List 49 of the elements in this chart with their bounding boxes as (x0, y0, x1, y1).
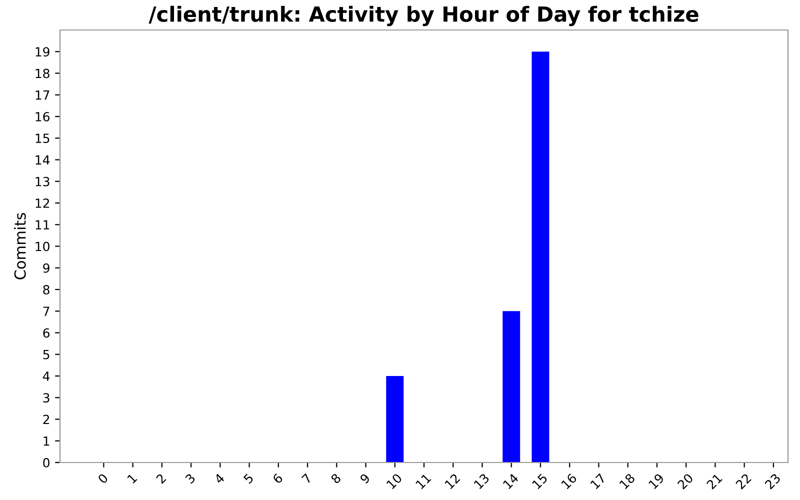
x-tick-label: 21 (706, 473, 722, 490)
x-tick-label: 4 (214, 472, 225, 484)
x-tick-label: 23 (764, 473, 781, 490)
y-tick-label: 15 (36, 134, 50, 144)
x-tick-label: 16 (560, 472, 578, 490)
x-tick-label: 22 (735, 473, 752, 490)
x-tick-label: 10 (386, 472, 402, 490)
chart-title: /client/trunk: Activity by Hour of Day for tchize (148, 6, 698, 26)
x-tick-label: 12 (444, 473, 460, 490)
x-tick-label: 7 (301, 473, 312, 484)
x-tick-label: 14 (502, 472, 519, 490)
x-tick-label: 11 (415, 473, 432, 490)
y-tick-label: 11 (36, 220, 50, 230)
y-tick-label: 4 (42, 372, 50, 381)
y-tick-label: 7 (43, 306, 50, 316)
y-tick-label: 9 (43, 263, 50, 273)
bar (502, 311, 520, 462)
x-tick-label: 0 (97, 472, 108, 484)
y-tick-label: 2 (43, 414, 50, 424)
bar (532, 52, 550, 462)
y-tick-label: 10 (36, 242, 50, 252)
y-tick-label: 3 (43, 393, 50, 403)
x-tick-label: 20 (676, 472, 694, 490)
x-tick-label: 3 (184, 473, 196, 484)
y-tick-label: 6 (43, 328, 50, 338)
y-tick-label: 19 (36, 47, 50, 57)
x-tick-label: 8 (330, 472, 342, 484)
x-tick-label: 2 (156, 473, 166, 484)
x-tick-label: 1 (126, 473, 138, 484)
y-axis-title: Commits (14, 213, 26, 280)
x-tick-label: 9 (359, 473, 371, 484)
x-tick-label: 17 (590, 473, 606, 490)
y-tick-label: 14 (36, 155, 50, 164)
x-tick-label: 5 (243, 473, 254, 484)
x-tick-label: 15 (532, 473, 548, 490)
x-tick-label: 19 (648, 473, 665, 490)
x-tick-label: 13 (473, 473, 490, 490)
y-tick-label: 0 (43, 458, 50, 468)
x-tick-label: 18 (619, 472, 636, 490)
y-tick-label: 18 (36, 68, 50, 78)
y-tick-label: 13 (36, 176, 50, 186)
y-tick-label: 8 (43, 284, 50, 294)
bar (386, 376, 404, 462)
y-tick-label: 17 (36, 90, 50, 100)
y-tick-label: 12 (36, 198, 50, 208)
y-tick-label: 16 (36, 112, 50, 122)
y-tick-label: 1 (44, 436, 50, 446)
x-tick-label: 6 (272, 472, 284, 484)
y-tick-label: 5 (43, 350, 50, 360)
